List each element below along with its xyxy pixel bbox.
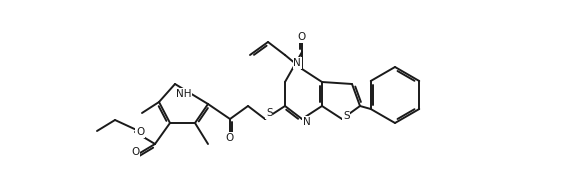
Text: N: N xyxy=(293,58,301,68)
Text: NH: NH xyxy=(176,89,192,99)
Text: O: O xyxy=(298,32,306,42)
Text: O: O xyxy=(136,127,144,137)
Text: S: S xyxy=(266,108,273,118)
Text: O: O xyxy=(131,147,139,157)
Text: O: O xyxy=(226,133,234,143)
Text: S: S xyxy=(343,111,350,121)
Text: N: N xyxy=(303,117,310,127)
